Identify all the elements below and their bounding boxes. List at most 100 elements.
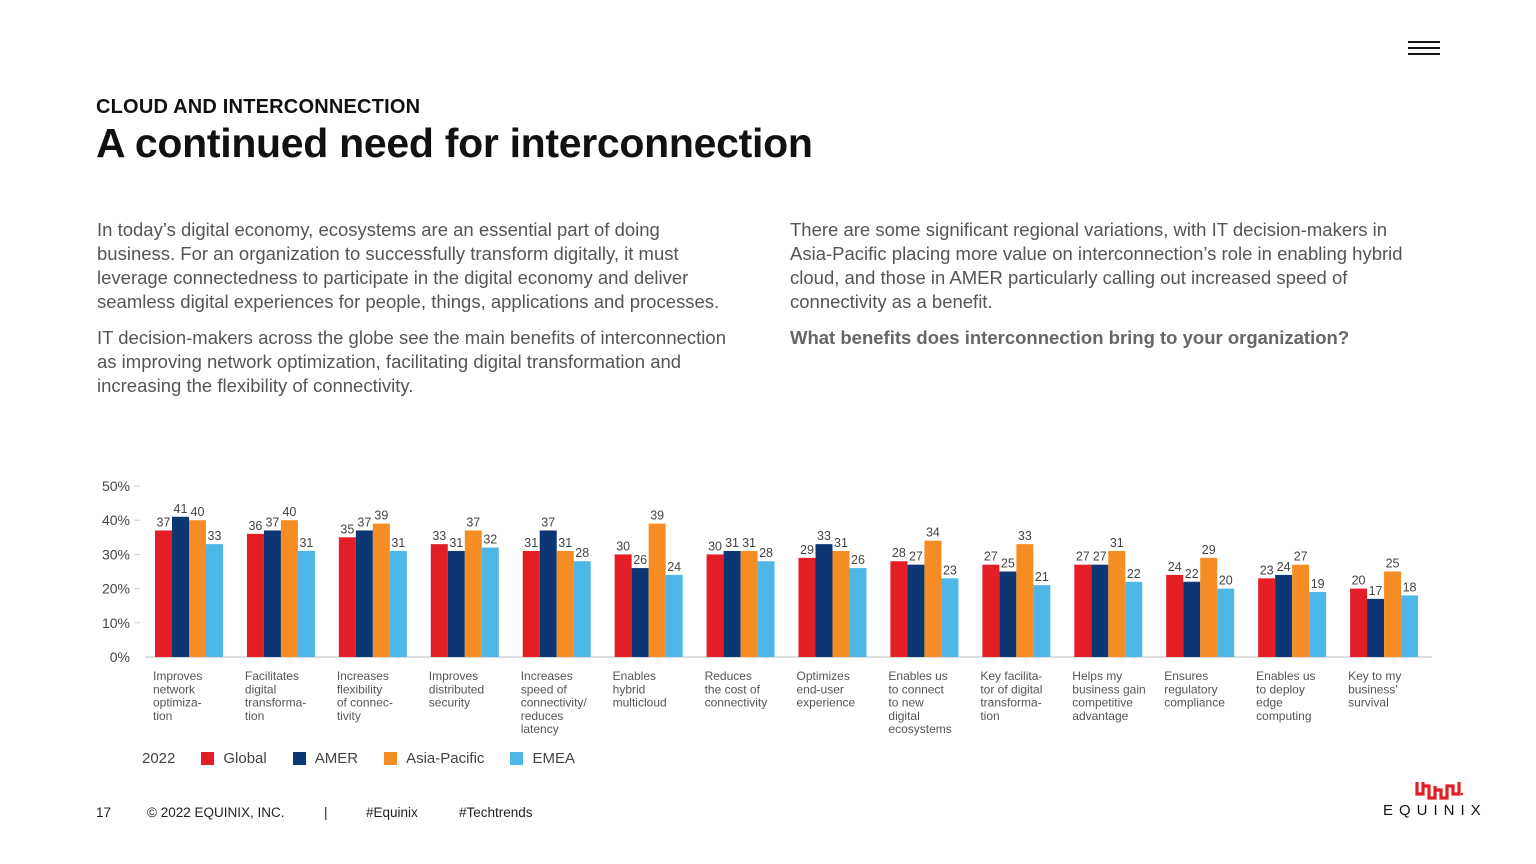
bar-value-label: 22 [1185, 567, 1199, 581]
category-label: edge [1256, 696, 1283, 710]
bar [706, 554, 724, 657]
bar-value-label: 37 [541, 515, 555, 529]
bar [648, 523, 666, 657]
category-label: digital [888, 709, 919, 723]
bar [355, 530, 373, 657]
bar [1166, 574, 1184, 657]
bar [941, 578, 959, 657]
bar [1125, 581, 1143, 657]
category-label: end-user [797, 682, 844, 696]
intro-paragraph-2: IT decision-makers across the globe see … [97, 327, 726, 396]
bar-value-label: 39 [650, 509, 664, 523]
category-label: speed of [521, 682, 568, 696]
category-label: connectivity/ [521, 696, 588, 710]
bar-value-label: 31 [299, 536, 313, 550]
category-label: business gain [1072, 682, 1145, 696]
bar-value-label: 22 [1127, 567, 1141, 581]
category-label: Optimizes [797, 669, 850, 683]
bar [1091, 564, 1109, 657]
category-label: latency [521, 722, 559, 736]
category-label: regulatory [1164, 682, 1217, 696]
menu-icon[interactable] [1408, 40, 1442, 58]
bar-value-label: 30 [616, 539, 630, 553]
category-label: computing [1256, 709, 1311, 723]
intro-right: There are some significant regional vari… [790, 218, 1430, 362]
bar [573, 561, 591, 657]
bar [798, 557, 816, 657]
category-label: compliance [1164, 696, 1225, 710]
category-label: connectivity [705, 696, 768, 710]
hashtag-techtrends[interactable]: #Techtrends [459, 805, 533, 820]
category-label: tion [980, 709, 999, 723]
bar-value-label: 31 [558, 536, 572, 550]
bar-value-label: 31 [742, 536, 756, 550]
bar-value-label: 32 [483, 533, 497, 547]
legend-year: 2022 [142, 750, 176, 767]
bar [389, 550, 407, 657]
bar-value-label: 27 [1076, 550, 1090, 564]
bar [1367, 598, 1385, 657]
bar-value-label: 27 [1093, 550, 1107, 564]
bar-value-label: 31 [524, 536, 538, 550]
bar-value-label: 29 [1202, 543, 1216, 557]
category-label: tivity [337, 709, 361, 723]
category-label: to new [888, 696, 924, 710]
y-tick-label: 50% [102, 478, 130, 494]
bar-value-label: 25 [1001, 557, 1015, 571]
y-tick-label: 10% [102, 615, 130, 631]
bar [1350, 588, 1368, 657]
bar [907, 564, 925, 657]
bar [1016, 544, 1034, 657]
bar-value-label: 31 [1110, 536, 1124, 550]
bar-value-label: 25 [1386, 557, 1400, 571]
bar-value-label: 31 [391, 536, 405, 550]
bar-value-label: 18 [1403, 580, 1417, 594]
bar [189, 520, 206, 657]
bar [430, 544, 448, 657]
bar [740, 550, 758, 657]
category-label: tion [153, 709, 172, 723]
bar-value-label: 20 [1352, 574, 1366, 588]
category-label: network [153, 682, 196, 696]
bar [849, 568, 867, 657]
bar [522, 550, 540, 657]
category-label: ecosystems [888, 722, 951, 736]
bar [982, 564, 1000, 657]
bar [723, 550, 741, 657]
category-label: optimiza- [153, 696, 202, 710]
bar [890, 561, 908, 657]
category-label: Enables us [1256, 669, 1315, 683]
category-label: transforma- [245, 696, 306, 710]
bar-value-label: 33 [1018, 529, 1032, 543]
legend-item-amer: AMER [292, 750, 358, 767]
category-label: the cost of [705, 682, 761, 696]
bar-value-label: 28 [892, 546, 906, 560]
category-label: Enables [613, 669, 656, 683]
intro-paragraph-1: In today’s digital economy, ecosystems a… [97, 219, 720, 312]
bar-value-label: 26 [633, 553, 647, 567]
category-label: distributed [429, 682, 484, 696]
legend-swatch-global [201, 752, 215, 765]
category-label: tor of digital [980, 682, 1042, 696]
bar [999, 571, 1017, 657]
hashtag-equinix[interactable]: #Equinix [366, 805, 418, 820]
category-label: Key facilita- [980, 669, 1042, 683]
bar [1309, 592, 1327, 657]
bar [338, 537, 356, 657]
bar [1258, 578, 1276, 657]
bar-value-label: 23 [943, 563, 957, 577]
category-label: flexibility [337, 682, 382, 696]
bar-value-label: 40 [282, 505, 296, 519]
bar [1033, 585, 1051, 657]
category-label: advantage [1072, 709, 1128, 723]
y-tick-label: 40% [102, 512, 130, 528]
bar-value-label: 23 [1260, 563, 1274, 577]
category-label: to deploy [1256, 682, 1305, 696]
intro-paragraph-3: There are some significant regional vari… [790, 219, 1403, 312]
legend-item-global: Global [201, 750, 267, 767]
category-label: Increases [337, 669, 389, 683]
legend-swatch-asia-pacific [384, 752, 398, 765]
bar [263, 530, 281, 657]
page-number: 17 [96, 805, 112, 820]
